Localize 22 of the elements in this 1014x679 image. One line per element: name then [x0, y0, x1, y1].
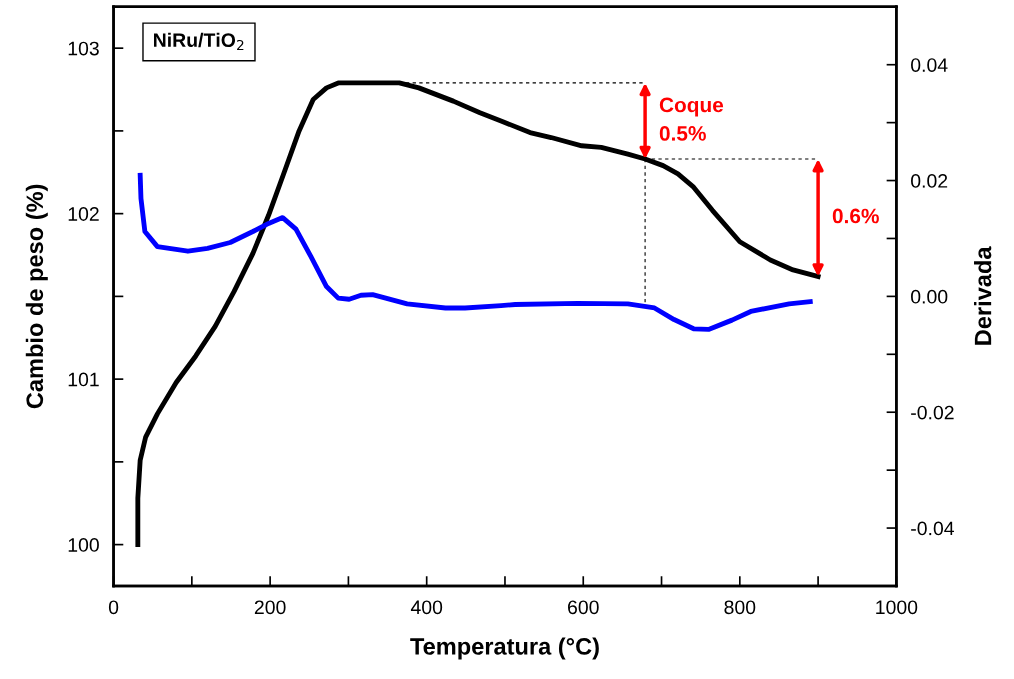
y2-axis-title: Derivada — [974, 246, 992, 345]
y2-tick-label: -0.02 — [911, 405, 954, 420]
y-tick-label: 102 — [68, 207, 99, 221]
y-tick-label: 103 — [68, 41, 99, 56]
y2-tick-label: -0.04 — [911, 521, 955, 536]
x-tick-label: 1000 — [876, 600, 918, 615]
x-tick-label: 800 — [724, 600, 756, 615]
x-tick-label: 400 — [410, 600, 443, 615]
annotation: Coque 0.5% — [659, 97, 724, 141]
y2-tick-label: 0.00 — [911, 289, 948, 304]
x-axis-title: Temperatura (°C) — [410, 637, 599, 660]
annotation: 0.6% — [832, 208, 879, 224]
y-axis-title: Cambio de peso (%) — [25, 184, 48, 409]
x-tick-label: 200 — [254, 600, 286, 615]
y-tick-label: 100 — [68, 538, 99, 552]
y-tick-label: 101 — [68, 372, 99, 387]
line-series — [137, 172, 813, 332]
x-tick-label: 0 — [108, 600, 119, 615]
y2-tick-label: 0.02 — [911, 174, 948, 188]
x-tick-label: 600 — [568, 600, 599, 615]
annotation: NiRu/TiO$_{2}$ — [154, 32, 244, 51]
y2-tick-label: 0.04 — [911, 58, 948, 72]
